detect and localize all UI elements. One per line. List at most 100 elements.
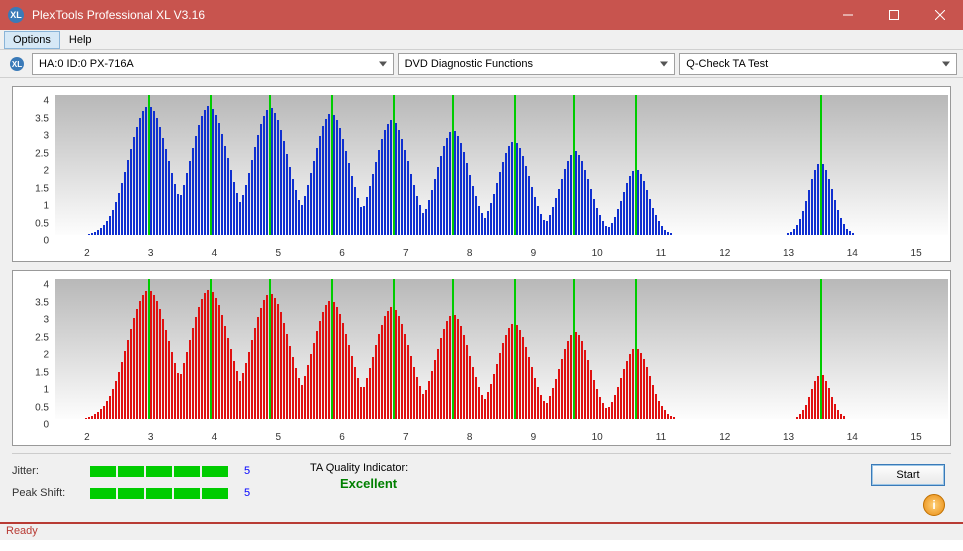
histogram-bar bbox=[286, 154, 288, 235]
histogram-bar bbox=[156, 301, 158, 419]
histogram-bar bbox=[395, 123, 397, 235]
histogram-bar bbox=[546, 403, 548, 419]
y-tick-label: 3 bbox=[43, 131, 49, 142]
quality-block bbox=[90, 466, 116, 477]
start-button[interactable]: Start bbox=[871, 464, 945, 486]
device-select[interactable]: HA:0 ID:0 PX-716A bbox=[32, 53, 394, 75]
histogram-bar bbox=[109, 216, 111, 235]
x-tick-label: 13 bbox=[783, 432, 794, 443]
histogram-bar bbox=[466, 163, 468, 235]
quality-block bbox=[118, 488, 144, 499]
histogram-bar bbox=[460, 326, 462, 419]
histogram-bar bbox=[637, 349, 639, 420]
taq-label: TA Quality Indicator: bbox=[310, 462, 408, 474]
histogram-bar bbox=[207, 290, 209, 419]
x-tick-label: 6 bbox=[339, 248, 345, 259]
histogram-bar bbox=[516, 325, 518, 419]
x-tick-label: 5 bbox=[275, 248, 281, 259]
histogram-bar bbox=[127, 340, 129, 419]
histogram-bar bbox=[508, 146, 510, 235]
histogram-bar bbox=[658, 221, 660, 235]
histogram-bar bbox=[292, 357, 294, 419]
toolbar: XL HA:0 ID:0 PX-716A DVD Diagnostic Func… bbox=[0, 50, 963, 78]
histogram-bar bbox=[466, 345, 468, 419]
histogram-bar bbox=[153, 111, 155, 235]
function-select[interactable]: DVD Diagnostic Functions bbox=[398, 53, 676, 75]
histogram-bar bbox=[192, 328, 194, 419]
histogram-bar bbox=[295, 190, 297, 235]
histogram-bar bbox=[570, 335, 572, 419]
histogram-bar bbox=[481, 213, 483, 235]
top-chart-frame: 00.511.522.533.54 23456789101112131415 bbox=[12, 86, 951, 262]
histogram-bar bbox=[457, 136, 459, 235]
histogram-bar bbox=[658, 401, 660, 419]
histogram-bar bbox=[106, 221, 108, 235]
histogram-bar bbox=[204, 110, 206, 235]
footer: Jitter: 5 Peak Shift: 5 TA Quality Indic… bbox=[0, 456, 963, 522]
histogram-bar bbox=[596, 208, 598, 235]
histogram-bar bbox=[97, 412, 99, 419]
histogram-bar bbox=[124, 172, 126, 235]
close-button[interactable] bbox=[917, 0, 963, 30]
maximize-button[interactable] bbox=[871, 0, 917, 30]
histogram-bar bbox=[629, 176, 631, 235]
histogram-bar bbox=[581, 341, 583, 419]
y-tick-label: 4 bbox=[43, 96, 49, 107]
histogram-bar bbox=[787, 233, 789, 235]
histogram-bar bbox=[623, 192, 625, 235]
histogram-bar bbox=[85, 418, 87, 419]
histogram-bar bbox=[171, 352, 173, 419]
histogram-bar bbox=[310, 354, 312, 419]
histogram-bar bbox=[139, 118, 141, 235]
histogram-bar bbox=[91, 416, 93, 419]
menu-help[interactable]: Help bbox=[60, 31, 101, 49]
histogram-bar bbox=[802, 410, 804, 419]
minimize-button[interactable] bbox=[825, 0, 871, 30]
histogram-bar bbox=[519, 148, 521, 235]
histogram-bar bbox=[814, 381, 816, 419]
info-button[interactable]: i bbox=[923, 494, 945, 516]
histogram-bar bbox=[221, 315, 223, 419]
x-tick-label: 12 bbox=[719, 432, 730, 443]
histogram-bar bbox=[469, 175, 471, 235]
svg-text:XL: XL bbox=[12, 60, 22, 69]
histogram-bar bbox=[416, 196, 418, 235]
histogram-bar bbox=[159, 127, 161, 235]
ta-quality-indicator: TA Quality Indicator: Excellent bbox=[310, 462, 408, 491]
x-tick-label: 10 bbox=[592, 248, 603, 259]
histogram-bar bbox=[204, 293, 206, 419]
histogram-bar bbox=[174, 184, 176, 235]
bottom-chart-plot: 23456789101112131415 bbox=[55, 273, 948, 443]
histogram-bar bbox=[567, 341, 569, 419]
histogram-bar bbox=[652, 385, 654, 419]
histogram-bar bbox=[127, 160, 129, 235]
histogram-bar bbox=[263, 300, 265, 419]
test-select[interactable]: Q-Check TA Test bbox=[679, 53, 957, 75]
histogram-bar bbox=[463, 152, 465, 235]
histogram-bar bbox=[670, 416, 672, 419]
histogram-bar bbox=[156, 118, 158, 235]
histogram-bar bbox=[484, 218, 486, 235]
menu-options[interactable]: Options bbox=[4, 31, 60, 49]
histogram-bar bbox=[649, 199, 651, 235]
histogram-bar bbox=[277, 304, 279, 419]
histogram-bar bbox=[617, 387, 619, 419]
histogram-bar bbox=[124, 351, 126, 419]
histogram-bar bbox=[593, 199, 595, 235]
histogram-bar bbox=[593, 380, 595, 419]
menu-bar: Options Help bbox=[0, 30, 963, 50]
x-tick-label: 7 bbox=[403, 248, 409, 259]
y-tick-label: 2 bbox=[43, 350, 49, 361]
histogram-bar bbox=[528, 176, 530, 235]
histogram-bar bbox=[484, 399, 486, 419]
histogram-bar bbox=[626, 361, 628, 419]
histogram-bar bbox=[301, 205, 303, 235]
y-tick-label: 1 bbox=[43, 201, 49, 212]
histogram-bar bbox=[667, 414, 669, 419]
histogram-bar bbox=[354, 367, 356, 419]
histogram-bar bbox=[401, 324, 403, 419]
histogram-bar bbox=[366, 378, 368, 419]
histogram-bar bbox=[629, 354, 631, 419]
histogram-bar bbox=[233, 361, 235, 419]
y-tick-label: 2.5 bbox=[35, 148, 49, 159]
